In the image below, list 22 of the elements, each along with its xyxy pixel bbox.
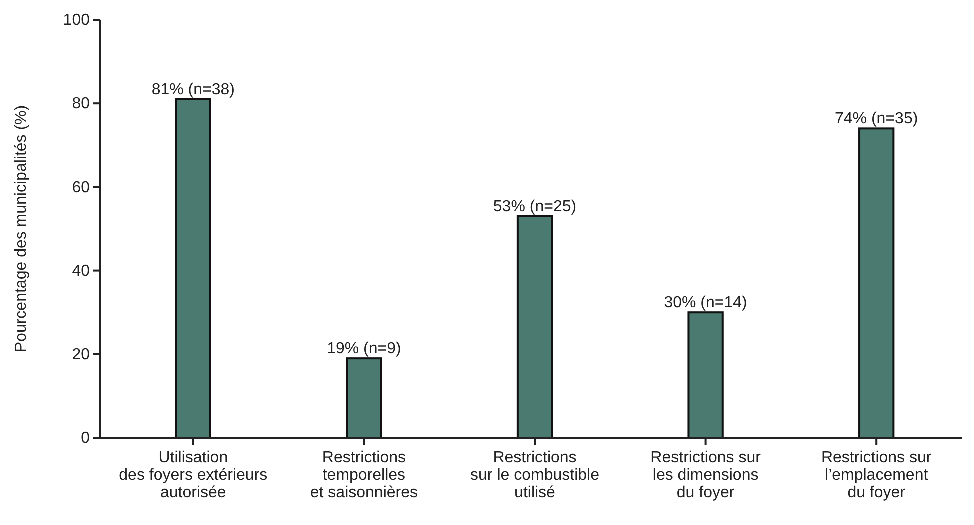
x-tick-label: Utilisation des foyers extérieurs autorisée — [119, 449, 268, 502]
data-label: 81% (n=38) — [152, 81, 235, 98]
y-tick-label: 60 — [72, 179, 90, 196]
x-tick-label: Restrictions temporelles et saisonnières — [310, 449, 418, 502]
data-label: 30% (n=14) — [664, 294, 748, 312]
y-tick-label: 0 — [81, 430, 90, 448]
bar — [175, 98, 212, 439]
y-tick-label: 80 — [72, 96, 90, 113]
x-tick-label: Restrictions sur l’emplacement du foyer — [821, 449, 932, 502]
bar — [688, 312, 724, 439]
bar — [516, 215, 554, 439]
bar — [346, 358, 382, 439]
bar — [858, 128, 895, 439]
x-tick-label: Restrictions sur le combustible utilisé — [470, 449, 600, 502]
y-tick-label: 20 — [72, 346, 90, 364]
data-label: 53% (n=25) — [493, 198, 577, 216]
y-tick-label: 40 — [72, 262, 90, 280]
data-label: 19% (n=9) — [327, 340, 402, 358]
data-label: 74% (n=35) — [835, 110, 918, 128]
x-tick-label: Restrictions sur les dimensions du foyer — [650, 449, 762, 502]
y-tick-label: 100 — [63, 12, 90, 30]
y-axis-title: Pourcentage des municipalités (%) — [13, 105, 30, 353]
